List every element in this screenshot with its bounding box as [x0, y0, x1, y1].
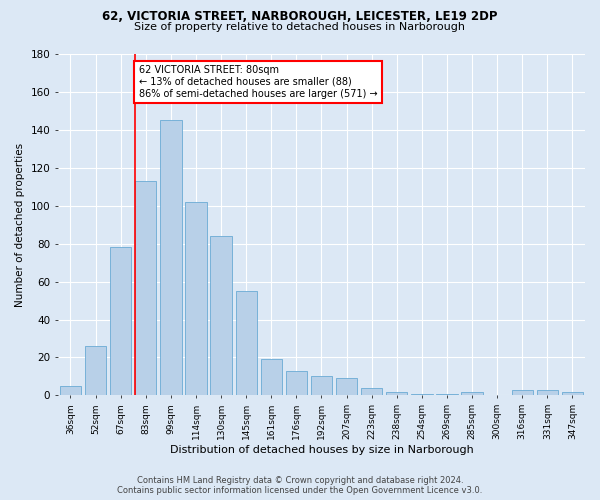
Bar — [60, 386, 81, 396]
Bar — [562, 392, 583, 396]
Text: Size of property relative to detached houses in Narborough: Size of property relative to detached ho… — [134, 22, 466, 32]
Bar — [185, 202, 206, 396]
Bar — [260, 360, 282, 396]
Bar — [160, 120, 182, 396]
Bar — [85, 346, 106, 396]
Bar — [236, 291, 257, 396]
Bar — [411, 394, 433, 396]
Bar — [311, 376, 332, 396]
Bar — [211, 236, 232, 396]
Text: Contains HM Land Registry data © Crown copyright and database right 2024.
Contai: Contains HM Land Registry data © Crown c… — [118, 476, 482, 495]
Bar — [536, 390, 558, 396]
Bar — [361, 388, 382, 396]
Bar — [386, 392, 407, 396]
Y-axis label: Number of detached properties: Number of detached properties — [15, 142, 25, 307]
Bar — [512, 390, 533, 396]
Bar — [461, 392, 483, 396]
Bar — [436, 394, 458, 396]
Bar — [336, 378, 357, 396]
Bar — [286, 371, 307, 396]
Bar — [110, 248, 131, 396]
X-axis label: Distribution of detached houses by size in Narborough: Distribution of detached houses by size … — [170, 445, 473, 455]
Bar — [135, 181, 157, 396]
Text: 62 VICTORIA STREET: 80sqm
← 13% of detached houses are smaller (88)
86% of semi-: 62 VICTORIA STREET: 80sqm ← 13% of detac… — [139, 66, 377, 98]
Text: 62, VICTORIA STREET, NARBOROUGH, LEICESTER, LE19 2DP: 62, VICTORIA STREET, NARBOROUGH, LEICEST… — [102, 10, 498, 23]
